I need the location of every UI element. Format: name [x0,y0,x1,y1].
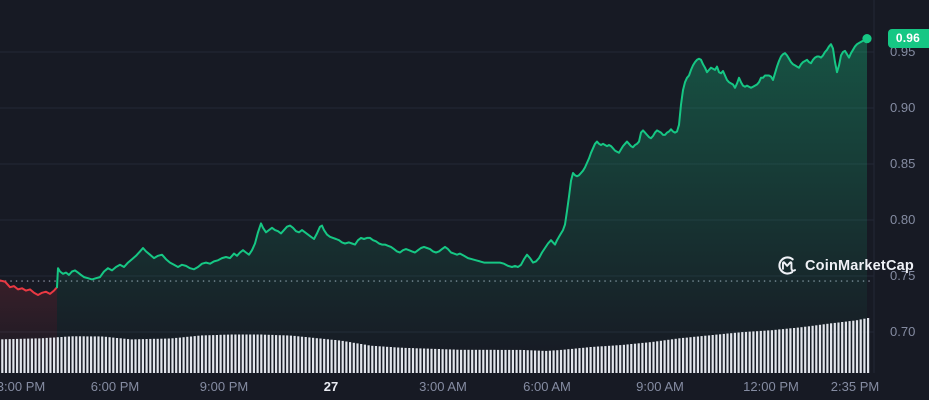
x-axis-label: 12:00 PM [743,379,799,394]
area-fills [0,38,867,373]
x-axis-label: 6:00 PM [90,379,140,394]
volume-bars [1,318,870,373]
x-axis-label: 9:00 PM [199,379,249,394]
y-axis-label: 0.90 [890,100,916,115]
price-lines [0,37,868,296]
x-axis-label: 3:00 PM [0,379,46,394]
y-axis-label: 0.75 [890,268,916,283]
watermark-brand-text: CoinMarketCap [805,257,914,274]
x-axis-label: 2:35 PM [830,379,880,394]
x-axis-label: 6:00 AM [523,379,571,394]
y-axis-label: 0.70 [890,324,916,339]
x-axis-label: 3:00 AM [419,379,467,394]
y-axis-label: 0.80 [890,212,916,227]
coinmarketcap-watermark: CoinMarketCap [777,255,914,276]
coinmarketcap-logo-icon [777,255,798,276]
x-axis-label: 27 [323,379,339,394]
y-axis-label: 0.85 [890,156,916,171]
current-price-badge: 0.96 [887,29,929,48]
last-price-dot [862,34,872,44]
x-axis-label: 9:00 AM [636,379,684,394]
